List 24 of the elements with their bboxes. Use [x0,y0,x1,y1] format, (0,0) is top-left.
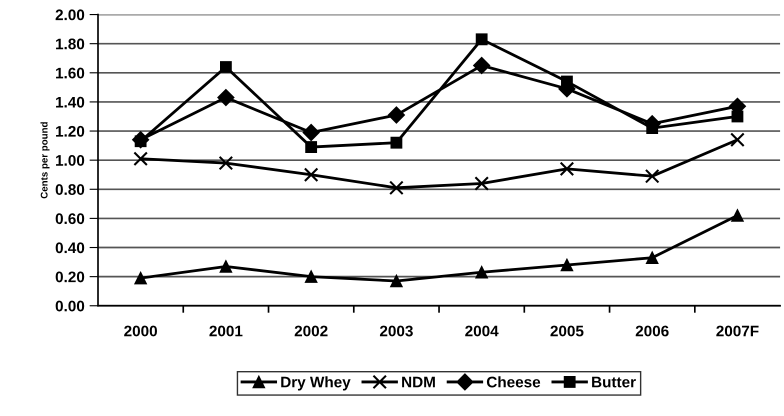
y-tick-label: 1.80 [56,38,84,50]
x-tick-label: 2002 [294,326,328,336]
y-tick-label: 1.00 [56,155,84,166]
y-tick-label: 1.20 [56,126,84,137]
x-tick-label: 2005 [550,326,584,336]
x-tick-label: 2004 [465,326,499,336]
y-tick-label: 0.00 [56,300,84,312]
y-tick-label: 0.40 [56,242,84,254]
x-tick-label: 2000 [124,326,157,336]
x-tick-label: 2006 [636,326,669,336]
x-tick-label: 2007F [716,326,759,336]
y-tick-label: 0.60 [56,213,84,224]
x-tick-label: 2003 [380,326,413,336]
legend-label: NDM [402,376,435,388]
legend-label: Cheese [486,376,540,388]
y-tick-label: 1.40 [56,96,84,108]
y-tick-label: 1.60 [56,68,84,78]
legend-label: Butter [592,376,636,388]
x-tick-label: 2001 [209,326,242,336]
y-tick-label: 2.00 [56,9,84,20]
y-axis-title: Cents per pound [40,122,50,198]
y-tick-label: 0.80 [56,184,84,195]
legend-label: Dry Whey [281,376,351,390]
y-tick-label: 0.20 [56,272,84,282]
